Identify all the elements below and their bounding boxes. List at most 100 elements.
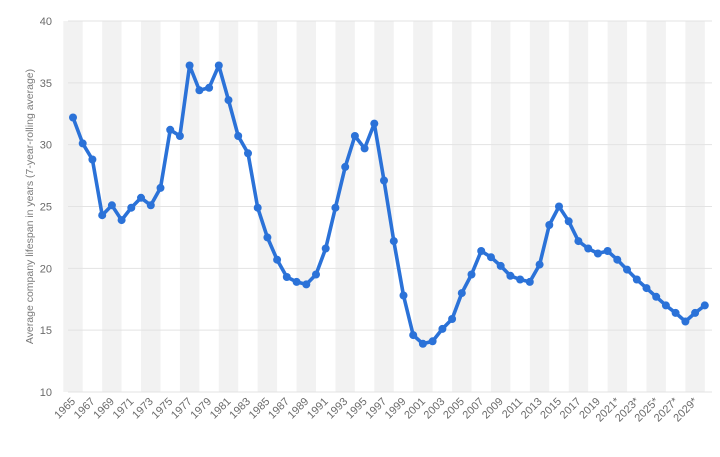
data-point: [214, 61, 223, 70]
data-point: [535, 260, 544, 269]
data-point: [88, 155, 97, 164]
data-point: [632, 275, 641, 284]
data-point: [244, 149, 252, 158]
data-point: [428, 337, 437, 346]
x-tick-label: 1969: [91, 396, 117, 422]
x-tick-label: 2001: [402, 396, 428, 422]
x-axis-ticks: 1965196719691971197319751977197919811983…: [52, 395, 700, 424]
data-point: [642, 284, 651, 293]
x-tick-label: 1979: [188, 396, 214, 422]
data-point: [321, 244, 330, 253]
data-point: [399, 291, 408, 300]
x-tick-label: 1975: [150, 396, 176, 422]
data-point: [700, 301, 709, 310]
x-tick-label: 1967: [72, 396, 98, 422]
data-point: [331, 203, 340, 212]
data-point: [477, 247, 486, 255]
data-point: [360, 144, 369, 153]
x-tick-label: 1983: [227, 396, 253, 422]
x-tick-label: 1993: [324, 396, 350, 422]
x-tick-label: 2009: [480, 396, 506, 422]
data-point: [253, 203, 262, 212]
data-point: [341, 162, 350, 171]
data-point: [448, 315, 457, 323]
data-point: [555, 202, 563, 211]
data-point: [263, 233, 272, 242]
y-tick-label: 25: [40, 202, 52, 214]
x-tick-label: 1981: [208, 396, 234, 422]
data-point: [506, 271, 515, 280]
data-point: [156, 183, 165, 192]
x-tick-label: 2015: [538, 396, 564, 422]
data-point: [564, 217, 573, 226]
x-tick-label: 1971: [111, 396, 137, 422]
data-point: [195, 86, 204, 95]
data-point: [516, 275, 525, 284]
data-point: [137, 193, 145, 202]
data-point: [69, 113, 77, 122]
data-points: [69, 61, 709, 348]
data-point: [312, 270, 320, 279]
data-point: [691, 308, 700, 317]
data-point: [525, 277, 534, 286]
x-tick-label: 1973: [130, 396, 156, 422]
x-tick-label: 1965: [52, 396, 78, 422]
x-tick-label: 2013: [519, 396, 545, 422]
data-point: [409, 331, 418, 340]
data-point: [623, 265, 631, 274]
x-tick-label: 1977: [169, 396, 195, 422]
y-tick-label: 40: [40, 16, 52, 28]
data-point: [652, 292, 661, 301]
data-point: [273, 255, 282, 264]
data-point: [224, 96, 233, 105]
data-point: [166, 125, 175, 134]
data-point: [681, 317, 690, 326]
data-point: [418, 339, 427, 348]
data-point: [438, 324, 447, 333]
x-tick-label: 1987: [266, 396, 292, 422]
x-tick-label: 1995: [344, 396, 370, 422]
x-tick-label: 1991: [305, 396, 331, 422]
data-point: [107, 201, 116, 210]
data-point: [282, 273, 291, 281]
data-point: [613, 255, 622, 264]
data-point: [127, 203, 136, 212]
x-tick-label: 2017: [558, 396, 584, 422]
data-point: [496, 261, 505, 270]
data-point: [234, 132, 243, 140]
x-tick-label: 2011: [500, 396, 525, 421]
data-point: [380, 176, 388, 185]
data-point: [574, 237, 583, 246]
y-axis-label: Average company lifespan in years (7-yea…: [24, 69, 36, 344]
x-tick-label: 2003: [422, 396, 448, 422]
data-point: [603, 247, 612, 255]
data-point: [205, 83, 214, 92]
data-point: [350, 132, 359, 140]
data-point: [584, 244, 593, 253]
data-point: [457, 289, 466, 298]
x-tick-label: 2005: [441, 396, 467, 422]
y-tick-label: 15: [40, 325, 52, 337]
data-point: [661, 301, 670, 310]
data-point: [78, 139, 87, 148]
data-point: [98, 211, 107, 220]
data-point: [487, 253, 495, 262]
data-point: [467, 270, 476, 279]
data-point: [117, 216, 126, 225]
data-point: [146, 201, 155, 210]
data-point: [175, 132, 184, 140]
x-tick-label: 1997: [363, 396, 389, 422]
gridlines: [68, 20, 712, 393]
y-tick-label: 10: [40, 387, 52, 399]
y-tick-label: 30: [40, 140, 52, 152]
data-point: [302, 280, 311, 289]
data-point: [185, 61, 194, 70]
data-point: [292, 277, 301, 286]
data-point: [671, 308, 680, 317]
x-tick-label: 1989: [286, 396, 312, 422]
y-tick-label: 35: [40, 78, 52, 90]
data-point: [370, 119, 379, 128]
data-point: [593, 249, 602, 258]
y-axis-ticks: 10 15 20 25 30 35 40: [40, 16, 52, 399]
